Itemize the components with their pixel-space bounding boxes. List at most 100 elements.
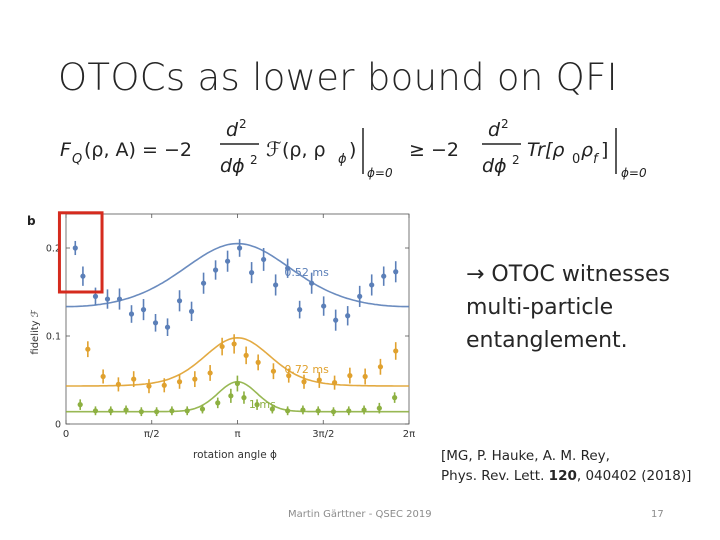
data-point-0-20 — [309, 280, 315, 286]
eq-dphi2-sq-2: 2 — [512, 153, 520, 167]
data-point-1-12 — [255, 359, 261, 365]
data-point-1-0 — [85, 346, 91, 352]
data-point-2-8 — [199, 406, 206, 412]
data-point-2-19 — [346, 408, 352, 414]
reference-journal: Phys. Rev. Lett. — [441, 468, 549, 484]
data-point-2-14 — [269, 406, 275, 412]
data-point-2-20 — [361, 407, 367, 413]
data-point-0-2 — [92, 293, 99, 299]
data-point-0-5 — [128, 311, 135, 317]
y-tick-label-1: 0.1 — [46, 332, 61, 343]
series-label-1: 0.72 ms — [284, 363, 329, 376]
eq-fq: F — [60, 139, 72, 161]
qfi-equation: F Q (ρ, A) = −2 d 2 dϕ 2 ℱ (ρ, ρ ϕ ) ϕ=0… — [60, 117, 647, 180]
data-point-1-14 — [286, 373, 292, 379]
eq-f-sub: f — [593, 152, 600, 167]
eq-script-f: ℱ — [266, 137, 282, 161]
data-point-0-0 — [72, 245, 78, 251]
data-point-2-17 — [315, 408, 321, 414]
fit-curve-0 — [66, 242, 409, 308]
eq-d2-num-sq-2: 2 — [501, 117, 509, 131]
data-point-2-6 — [169, 408, 175, 414]
fit-curve-1 — [66, 336, 409, 387]
data-point-0-11 — [200, 280, 207, 286]
x-tick-label-3: 3π/2 — [312, 429, 334, 440]
y-tick-label-0: 0 — [55, 420, 61, 431]
data-point-2-0 — [77, 402, 83, 408]
data-point-1-9 — [219, 343, 225, 350]
data-point-0-10 — [188, 308, 195, 314]
data-point-0-3 — [104, 296, 111, 302]
data-point-1-3 — [131, 376, 137, 382]
data-point-0-22 — [333, 317, 339, 323]
data-point-2-3 — [123, 407, 129, 413]
data-point-1-4 — [146, 383, 152, 389]
reference-line-1: [MG, P. Hauke, A. M. Rey, — [441, 448, 610, 464]
x-tick-label-0: 0 — [63, 429, 69, 440]
data-point-0-27 — [393, 269, 399, 275]
data-point-1-16 — [316, 377, 322, 383]
data-point-0-14 — [236, 245, 243, 251]
x-tick-label-2: π — [234, 429, 240, 440]
x-tick-label-1: π/2 — [144, 429, 160, 440]
data-point-2-9 — [215, 400, 221, 406]
data-point-0-9 — [176, 298, 183, 304]
data-point-1-13 — [270, 368, 277, 374]
data-point-2-5 — [154, 409, 160, 415]
data-point-0-7 — [152, 320, 159, 326]
data-point-1-5 — [161, 382, 167, 388]
data-point-2-2 — [108, 408, 114, 414]
data-point-0-15 — [249, 270, 255, 276]
data-point-1-10 — [231, 341, 237, 347]
eq-d2-num: d — [226, 119, 239, 141]
plot-frame — [65, 213, 410, 425]
data-point-0-24 — [357, 293, 363, 299]
data-point-0-17 — [273, 282, 279, 288]
x-tick-label-4: 2π — [403, 429, 415, 440]
eq-close2: ] — [601, 139, 608, 161]
data-point-0-1 — [80, 273, 86, 279]
data-point-1-21 — [393, 348, 399, 354]
data-point-1-17 — [331, 380, 338, 386]
data-point-0-18 — [285, 265, 291, 271]
data-point-1-8 — [207, 370, 213, 376]
data-point-1-19 — [362, 373, 368, 380]
eq-dphi2: dϕ — [220, 155, 245, 177]
page-number: 17 — [651, 509, 664, 520]
eq-dphi2-sq: 2 — [250, 153, 258, 167]
data-point-2-10 — [228, 393, 234, 399]
reference-volume: 120 — [548, 468, 577, 484]
data-point-0-21 — [321, 303, 327, 309]
data-point-2-22 — [392, 395, 398, 401]
x-axis-label: rotation angle ϕ — [193, 449, 277, 461]
eq-close1: ) — [349, 139, 356, 161]
reference-rest: , 040402 (2018)] — [576, 468, 692, 484]
eq-phi-sub: ϕ — [338, 152, 347, 167]
eq-d2-num-sq: 2 — [239, 117, 247, 131]
data-point-1-7 — [192, 376, 198, 382]
reference-line-2: Phys. Rev. Lett. 120, 040402 (2018)] — [441, 466, 716, 486]
fidelity-chart: b fidelity ℱ rotation angle ϕ 0 π/2 π 3π/2 2… — [27, 211, 415, 461]
data-point-0-4 — [116, 296, 123, 302]
data-point-1-20 — [377, 364, 384, 370]
data-point-0-26 — [381, 273, 387, 279]
y-tick-label-2: 0.2 — [46, 244, 61, 255]
data-point-2-11 — [234, 380, 241, 387]
eq-args1: (ρ, ρ — [282, 139, 326, 161]
data-point-0-6 — [140, 307, 147, 313]
data-point-0-16 — [261, 256, 267, 263]
data-point-2-21 — [376, 405, 382, 411]
data-point-1-2 — [115, 381, 122, 387]
data-point-1-11 — [243, 352, 249, 358]
eq-d2-num-2: d — [488, 119, 501, 141]
series-label-0: 0.52 ms — [284, 266, 329, 279]
y-axis-label: fidelity ℱ — [30, 309, 41, 354]
eq-geq: ≥ −2 — [409, 139, 459, 161]
footer-author: Martin Gärttner - QSEC 2019 — [288, 509, 432, 520]
data-point-2-13 — [254, 402, 260, 408]
data-point-0-23 — [345, 313, 351, 319]
bullet-text: → OTOC witnesses multi-particle entangle… — [466, 262, 670, 353]
data-point-2-1 — [92, 408, 99, 414]
data-point-1-18 — [347, 373, 353, 379]
slide-title: OTOCs as lower bound on QFI — [58, 56, 618, 99]
